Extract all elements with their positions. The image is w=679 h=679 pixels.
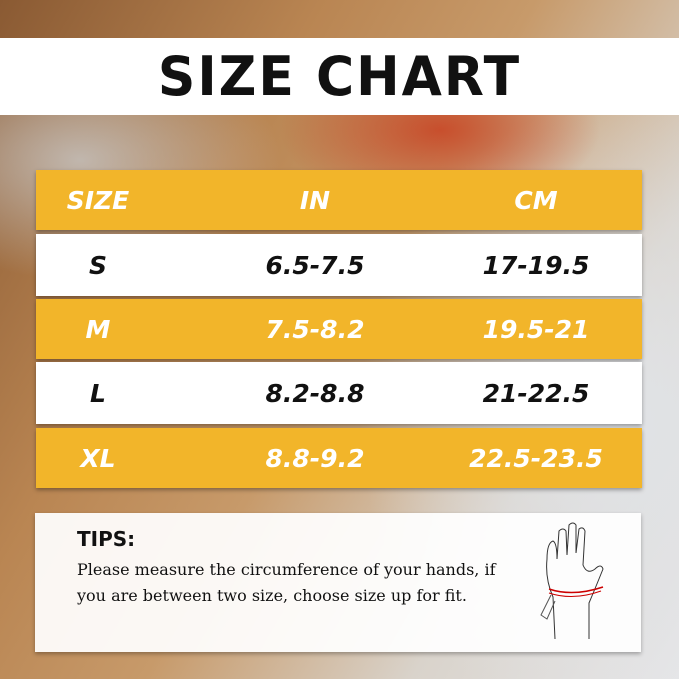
table-row: L 8.2-8.8 21-22.5: [36, 362, 642, 424]
cell-in: 8.2-8.8: [265, 378, 365, 408]
header-size: SIZE: [66, 185, 130, 215]
tips-box: TIPS: Please measure the circumference o…: [35, 513, 641, 652]
table-header-row: SIZE IN CM: [36, 170, 642, 230]
table-row: S 6.5-7.5 17-19.5: [36, 234, 642, 296]
cell-in: 8.8-9.2: [265, 443, 365, 473]
cell-in: 7.5-8.2: [265, 314, 365, 344]
hand-measuring-tape-icon: [540, 522, 604, 640]
header-in: IN: [299, 185, 331, 215]
cell-size: L: [90, 378, 106, 408]
cell-cm: 21-22.5: [482, 378, 590, 408]
cell-size: S: [88, 250, 107, 280]
cell-cm: 22.5-23.5: [469, 443, 603, 473]
table-row: M 7.5-8.2 19.5-21: [36, 299, 642, 359]
cell-cm: 17-19.5: [482, 250, 590, 280]
tips-heading: TIPS:: [77, 527, 136, 551]
title-banner: SIZE CHART: [0, 38, 679, 115]
header-cm: CM: [514, 185, 558, 215]
cell-size: XL: [80, 443, 116, 473]
table-row: XL 8.8-9.2 22.5-23.5: [36, 428, 642, 488]
tips-text: Please measure the circumference of your…: [77, 560, 496, 605]
cell-size: M: [85, 314, 111, 344]
cell-cm: 19.5-21: [482, 314, 590, 344]
cell-in: 6.5-7.5: [265, 250, 365, 280]
page-title: SIZE CHART: [157, 45, 522, 108]
